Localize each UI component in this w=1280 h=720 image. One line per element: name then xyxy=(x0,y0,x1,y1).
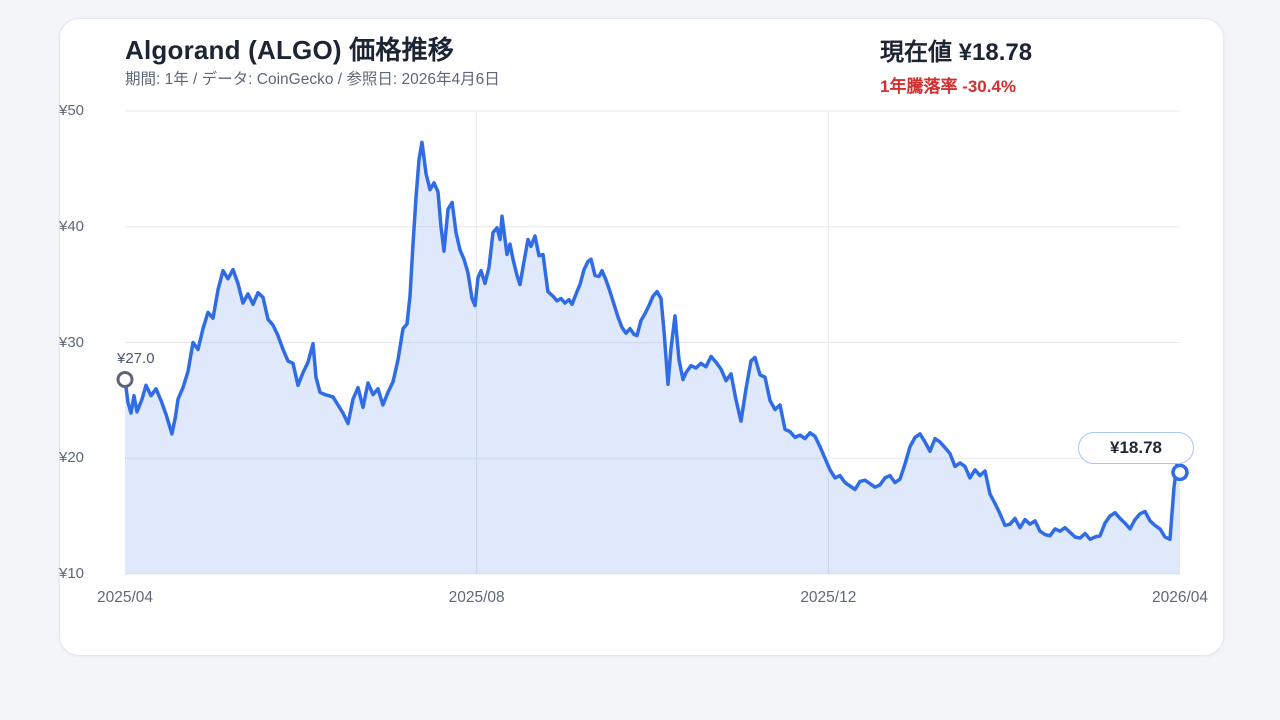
y-axis-label: ¥40 xyxy=(59,217,85,235)
price-line-chart xyxy=(116,110,1189,575)
chart-subtitle: 期間: 1年 / データ: CoinGecko / 参照日: 2026年4月6日 xyxy=(125,71,500,88)
end-price-label: ¥18.78 xyxy=(1078,432,1194,464)
end-point-marker xyxy=(1171,463,1189,482)
price-line xyxy=(123,140,1182,542)
current-value: 現在値 ¥18.78 xyxy=(880,39,1033,66)
y-axis-label: ¥20 xyxy=(59,449,85,467)
price-chart-card: Algorand (ALGO) 価格推移 期間: 1年 / データ: CoinG… xyxy=(59,18,1224,656)
x-axis-label: 2025/12 xyxy=(800,589,857,606)
start-point-marker xyxy=(116,371,134,388)
x-axis-label: 2026/04 xyxy=(1151,589,1209,606)
header-stats: 現在値 ¥18.78 1年騰落率 -30.4% xyxy=(880,32,1032,97)
price-area-fill xyxy=(125,142,1180,575)
x-axis-label: 2025/08 xyxy=(448,589,505,606)
x-axis-label: 2025/04 xyxy=(96,589,154,606)
page-title: Algorand (ALGO) 価格推移 xyxy=(125,35,454,65)
start-price-annotation: ¥27.0 xyxy=(117,350,155,367)
y-axis-label: ¥50 xyxy=(59,102,85,119)
y-axis-label: ¥10 xyxy=(59,565,85,582)
y-axis-label: ¥30 xyxy=(59,333,85,351)
change-percent: 1年騰落率 -30.4% xyxy=(880,77,1017,96)
